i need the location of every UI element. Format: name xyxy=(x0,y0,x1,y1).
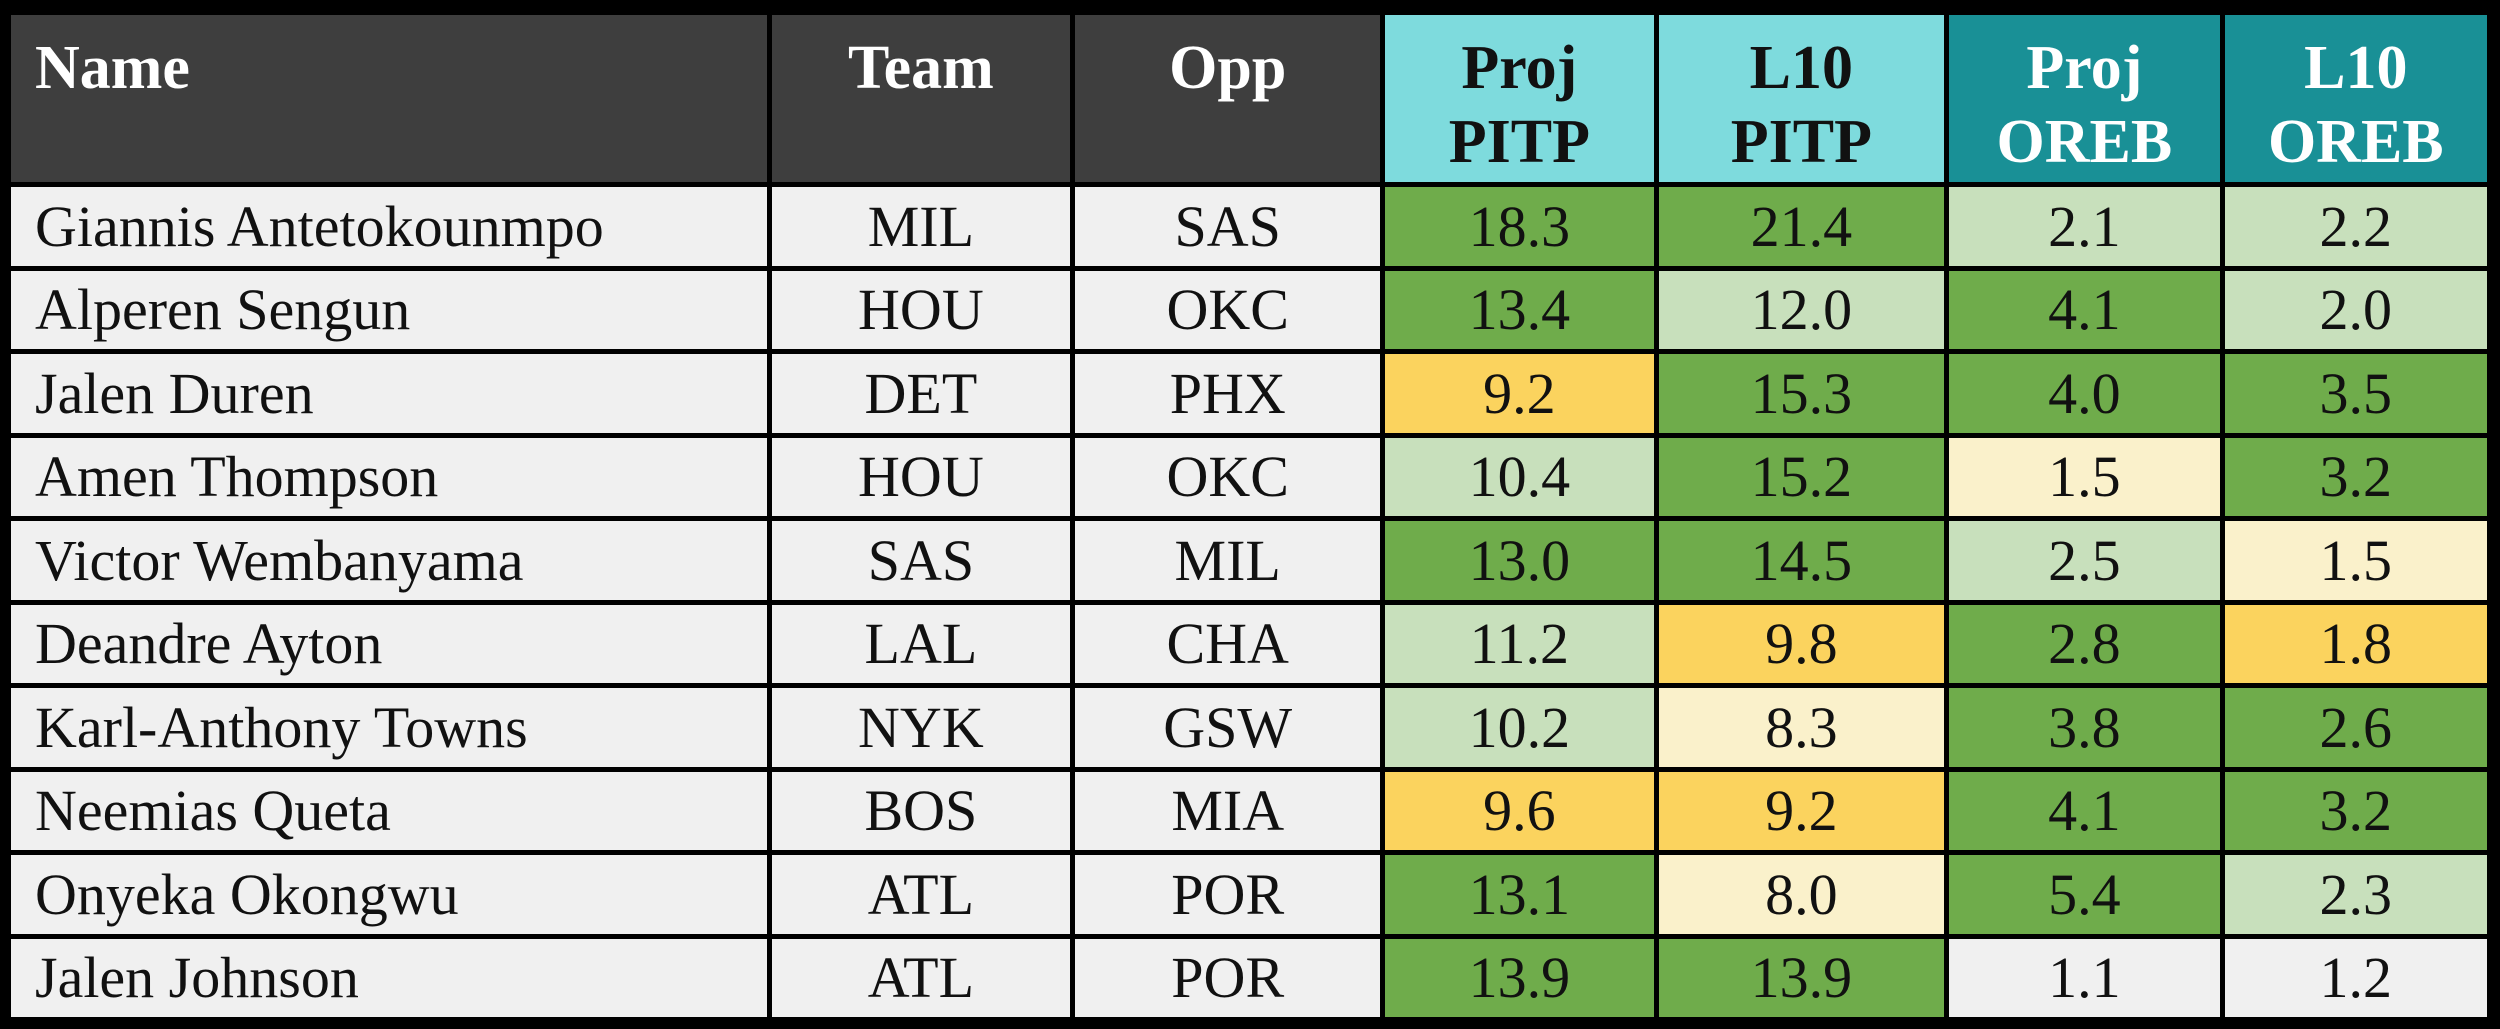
stat-l10-oreb: 3.5 xyxy=(2219,349,2494,438)
player-opp: GSW xyxy=(1070,683,1386,772)
stat-l10-oreb: 2.0 xyxy=(2219,265,2494,354)
stat-proj-oreb: 2.5 xyxy=(1944,516,2225,605)
header-line: OREB xyxy=(1996,108,2173,176)
table-body: Giannis Antetokounmpo MIL SAS 18.3 21.4 … xyxy=(5,182,2494,1023)
player-opp: OKC xyxy=(1070,265,1386,354)
player-row: Karl-Anthony Towns NYK GSW 10.2 8.3 3.8 … xyxy=(5,683,2494,772)
stat-l10-oreb: 1.2 xyxy=(2219,933,2494,1023)
player-opp: CHA xyxy=(1070,599,1386,688)
stat-proj-oreb: 2.1 xyxy=(1944,182,2225,271)
stat-l10-oreb: 2.2 xyxy=(2219,182,2494,271)
player-name: Deandre Ayton xyxy=(5,599,772,688)
stat-l10-pitp: 12.0 xyxy=(1653,265,1950,354)
player-team: MIL xyxy=(766,182,1076,271)
stat-proj-pitp: 9.6 xyxy=(1380,766,1659,855)
stat-l10-pitp: 13.9 xyxy=(1653,933,1950,1023)
player-opp: PHX xyxy=(1070,349,1386,438)
stat-l10-pitp: 21.4 xyxy=(1653,182,1950,271)
player-row: Onyeka Okongwu ATL POR 13.1 8.0 5.4 2.3 xyxy=(5,850,2494,939)
stat-proj-pitp: 13.0 xyxy=(1380,516,1659,605)
player-name: Giannis Antetokounmpo xyxy=(5,182,772,271)
stat-proj-oreb: 4.1 xyxy=(1944,265,2225,354)
player-row: Alperen Sengun HOU OKC 13.4 12.0 4.1 2.0 xyxy=(5,265,2494,354)
stat-l10-oreb: 2.3 xyxy=(2219,850,2494,939)
header-line: PITP xyxy=(1448,108,1590,176)
stat-l10-pitp: 8.0 xyxy=(1653,850,1950,939)
column-header-team: Team xyxy=(766,9,1076,187)
header-line: Proj xyxy=(2026,34,2143,102)
column-header-opp: Opp xyxy=(1070,9,1386,187)
player-team: BOS xyxy=(766,766,1076,855)
stat-l10-pitp: 9.2 xyxy=(1653,766,1950,855)
player-opp: MIL xyxy=(1070,516,1386,605)
player-opp: MIA xyxy=(1070,766,1386,855)
stat-proj-oreb: 4.0 xyxy=(1944,349,2225,438)
player-row: Amen Thompson HOU OKC 10.4 15.2 1.5 3.2 xyxy=(5,432,2494,521)
player-team: HOU xyxy=(766,432,1076,521)
player-name: Victor Wembanyama xyxy=(5,516,772,605)
header-line: L10 xyxy=(1749,34,1854,102)
header-line: OREB xyxy=(2267,108,2444,176)
stat-proj-oreb: 3.8 xyxy=(1944,683,2225,772)
player-row: Neemias Queta BOS MIA 9.6 9.2 4.1 3.2 xyxy=(5,766,2494,855)
header-line: L10 xyxy=(2304,34,2408,102)
stat-l10-pitp: 15.3 xyxy=(1653,349,1950,438)
column-header-l10-pitp: L10 PITP xyxy=(1653,9,1950,187)
player-team: NYK xyxy=(766,683,1076,772)
player-team: ATL xyxy=(766,850,1076,939)
player-team: HOU xyxy=(766,265,1076,354)
player-name: Amen Thompson xyxy=(5,432,772,521)
player-opp: POR xyxy=(1070,850,1386,939)
player-name: Jalen Duren xyxy=(5,349,772,438)
stat-l10-oreb: 3.2 xyxy=(2219,766,2494,855)
stat-l10-oreb: 1.5 xyxy=(2219,516,2494,605)
stat-proj-pitp: 13.1 xyxy=(1380,850,1659,939)
player-team: SAS xyxy=(766,516,1076,605)
stat-l10-pitp: 14.5 xyxy=(1653,516,1950,605)
stat-proj-pitp: 10.2 xyxy=(1380,683,1659,772)
stat-l10-pitp: 9.8 xyxy=(1653,599,1950,688)
column-header-l10-oreb: L10 OREB xyxy=(2219,9,2494,187)
player-row: Giannis Antetokounmpo MIL SAS 18.3 21.4 … xyxy=(5,182,2494,271)
stat-proj-pitp: 11.2 xyxy=(1380,599,1659,688)
stat-proj-oreb: 5.4 xyxy=(1944,850,2225,939)
stat-proj-pitp: 10.4 xyxy=(1380,432,1659,521)
header-row: Name Team Opp Proj PITP L10 PITP Proj OR… xyxy=(5,9,2494,187)
player-team: ATL xyxy=(766,933,1076,1023)
stat-proj-pitp: 18.3 xyxy=(1380,182,1659,271)
player-row: Jalen Johnson ATL POR 13.9 13.9 1.1 1.2 xyxy=(5,933,2494,1023)
stat-proj-oreb: 1.1 xyxy=(1944,933,2225,1023)
stat-proj-oreb: 2.8 xyxy=(1944,599,2225,688)
stat-l10-oreb: 1.8 xyxy=(2219,599,2494,688)
stat-proj-pitp: 9.2 xyxy=(1380,349,1659,438)
player-row: Jalen Duren DET PHX 9.2 15.3 4.0 3.5 xyxy=(5,349,2494,438)
player-name: Jalen Johnson xyxy=(5,933,772,1023)
player-team: DET xyxy=(766,349,1076,438)
player-name: Alperen Sengun xyxy=(5,265,772,354)
column-header-proj-pitp: Proj PITP xyxy=(1380,9,1659,187)
player-opp: SAS xyxy=(1070,182,1386,271)
player-name: Karl-Anthony Towns xyxy=(5,683,772,772)
player-name: Neemias Queta xyxy=(5,766,772,855)
player-opp: POR xyxy=(1070,933,1386,1023)
stat-proj-oreb: 4.1 xyxy=(1944,766,2225,855)
column-header-name: Name xyxy=(5,9,772,187)
player-team: LAL xyxy=(766,599,1076,688)
stat-proj-pitp: 13.4 xyxy=(1380,265,1659,354)
stat-proj-oreb: 1.5 xyxy=(1944,432,2225,521)
stat-l10-oreb: 2.6 xyxy=(2219,683,2494,772)
stat-l10-oreb: 3.2 xyxy=(2219,432,2494,521)
player-opp: OKC xyxy=(1070,432,1386,521)
player-row: Victor Wembanyama SAS MIL 13.0 14.5 2.5 … xyxy=(5,516,2494,605)
stats-table: Name Team Opp Proj PITP L10 PITP Proj OR… xyxy=(4,8,2494,1024)
player-name: Onyeka Okongwu xyxy=(5,850,772,939)
header-line: Proj xyxy=(1461,34,1578,102)
player-row: Deandre Ayton LAL CHA 11.2 9.8 2.8 1.8 xyxy=(5,599,2494,688)
stat-l10-pitp: 8.3 xyxy=(1653,683,1950,772)
stat-l10-pitp: 15.2 xyxy=(1653,432,1950,521)
header-line: PITP xyxy=(1730,108,1872,176)
column-header-proj-oreb: Proj OREB xyxy=(1944,9,2225,187)
stat-proj-pitp: 13.9 xyxy=(1380,933,1659,1023)
